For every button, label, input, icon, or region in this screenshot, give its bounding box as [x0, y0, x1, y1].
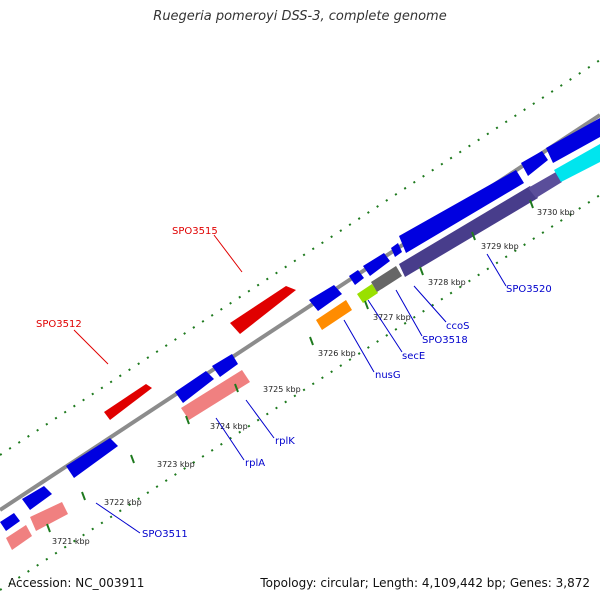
label-SPO3511[interactable]: SPO3511: [142, 529, 188, 540]
gene-blue-11[interactable]: [521, 151, 548, 176]
tick-label-3724: 3724 kbp: [210, 422, 248, 431]
tick-label-3728: 3728 kbp: [428, 278, 466, 287]
tick-label-3725: 3725 kbp: [263, 385, 301, 394]
gene-blue-2[interactable]: [22, 486, 52, 510]
tick-mark-3722: [81, 491, 86, 501]
gene-secE[interactable]: [357, 284, 378, 303]
accession-text: Accession: NC_003911: [8, 576, 145, 590]
label-ccoS[interactable]: ccoS: [446, 321, 469, 332]
tick-label-3721: 3721 kbp: [52, 537, 90, 546]
gene-blue-1[interactable]: [0, 513, 20, 531]
gene-blue-6[interactable]: [309, 285, 342, 311]
tick-mark-3723: [130, 454, 135, 464]
leader-SPO3520: [486, 253, 507, 287]
tick-mark-3729: [471, 231, 476, 241]
leader-SPO3518: [395, 289, 423, 337]
tick-label-3727: 3727 kbp: [373, 313, 411, 322]
leader-SPO3511: [95, 502, 141, 534]
label-secE[interactable]: secE: [402, 351, 425, 362]
label-SPO3520[interactable]: SPO3520: [506, 284, 552, 295]
tick-label-3730: 3730 kbp: [537, 208, 575, 217]
tick-mark-3728: [419, 266, 424, 276]
gene-blue-12[interactable]: [546, 118, 600, 163]
tick-label-3723: 3723 kbp: [157, 460, 195, 469]
gene-pink-2[interactable]: [30, 502, 68, 531]
label-rplA[interactable]: rplA: [245, 458, 265, 469]
gene-nusG[interactable]: [316, 300, 352, 330]
leader-ccoS: [413, 285, 447, 323]
tick-label-3729: 3729 kbp: [481, 242, 519, 251]
gene-blue-9[interactable]: [391, 243, 402, 257]
label-SPO3512[interactable]: SPO3512: [36, 319, 82, 330]
tick-mark-3727: [364, 300, 369, 310]
leader-secE: [367, 299, 403, 353]
label-SPO3515[interactable]: SPO3515: [172, 226, 218, 237]
tick-mark-3724: [185, 415, 190, 425]
gene-blue-5[interactable]: [212, 354, 238, 377]
leader-rplK: [245, 399, 275, 439]
leader-nusG: [343, 319, 375, 373]
gene-blue-4[interactable]: [175, 371, 214, 403]
gene-rplA[interactable]: [181, 370, 250, 420]
gene-blue-7[interactable]: [349, 270, 364, 285]
tick-mark-3721: [46, 523, 51, 533]
map-title: Ruegeria pomeroyi DSS-3, complete genome: [153, 9, 447, 24]
gene-blue-3[interactable]: [66, 438, 118, 478]
tick-mark-3725: [234, 383, 239, 393]
gene-SPO3515[interactable]: [230, 286, 296, 334]
gene-SPO3512[interactable]: [104, 384, 152, 420]
tick-mark-3726: [309, 336, 314, 346]
gene-blue-10[interactable]: [399, 170, 524, 253]
leader-rplA: [215, 417, 245, 461]
label-SPO3518[interactable]: SPO3518: [422, 335, 468, 346]
tick-mark-3730: [529, 199, 534, 209]
tick-label-3722: 3722 kbp: [104, 498, 142, 507]
gene-slate-2[interactable]: [528, 172, 562, 198]
gene-SPO3518[interactable]: [371, 266, 402, 292]
outer-dot-track: [0, 59, 600, 456]
label-rplK[interactable]: rplK: [275, 436, 295, 447]
gene-pink-1[interactable]: [6, 525, 32, 550]
gene-blue-8[interactable]: [363, 253, 390, 276]
leader-SPO3515: [213, 234, 243, 273]
tick-label-3726: 3726 kbp: [318, 349, 356, 358]
gene-cyan[interactable]: [554, 144, 600, 182]
gene-SPO3520[interactable]: [399, 186, 538, 277]
label-nusG[interactable]: nusG: [375, 370, 401, 381]
leader-SPO3512: [73, 329, 109, 365]
genome-summary-text: Topology: circular; Length: 4,109,442 bp…: [260, 576, 590, 590]
